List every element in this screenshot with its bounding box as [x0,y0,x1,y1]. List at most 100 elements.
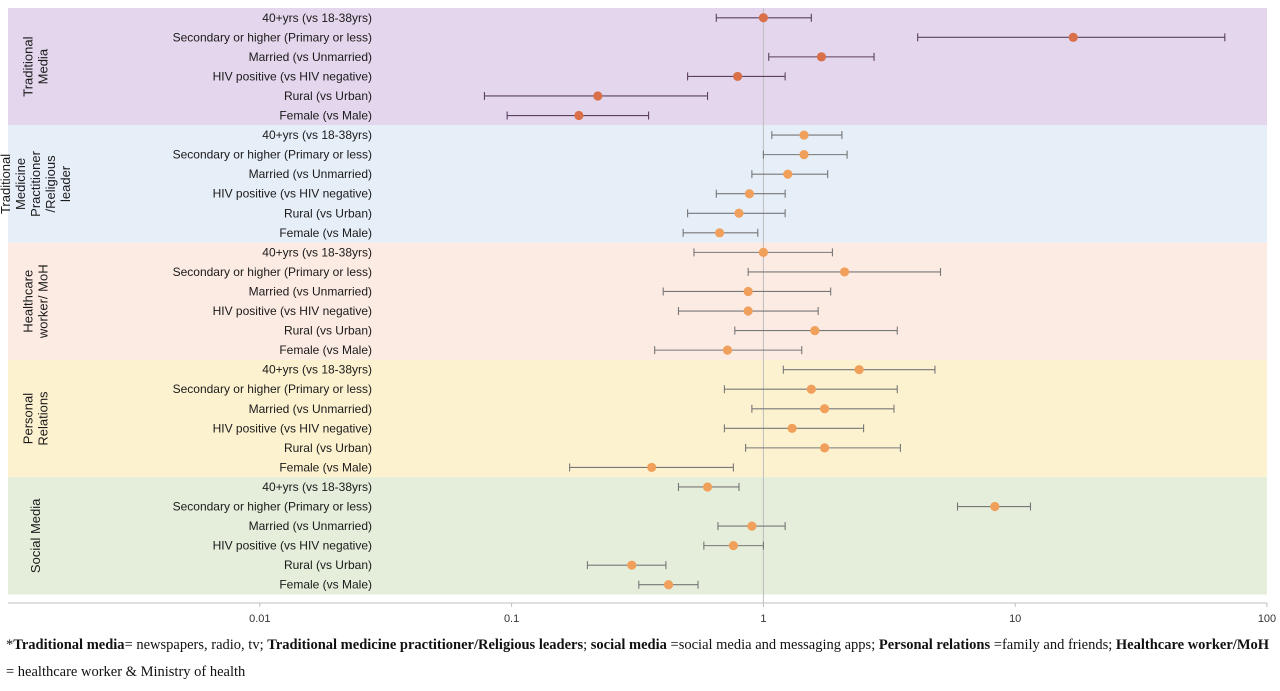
group-label: TraditionalMedicinePractitioner/Religiou… [0,150,73,216]
group-label-line: Practitioner [28,150,43,216]
row-label: Married (vs Unmarried) [249,284,372,298]
odds-ratio-point [816,52,827,62]
row-label: HIV positive (vs HIV negative) [213,539,372,553]
odds-ratio-point [728,541,738,551]
x-axis: 0.01 0.1 1 10 100 [8,602,1276,625]
row-label: HIV positive (vs HIV negative) [213,304,372,318]
odds-ratio-point [854,365,864,375]
odds-ratio-point [663,580,674,590]
group-label-line: Relations [36,391,51,446]
x-tick-label: 1 [760,613,766,625]
group-label-line: Traditional [0,154,13,214]
group-label-line: Medicine [13,158,28,210]
footnote-term: Traditional medicine practitioner/Religi… [267,637,584,653]
group-label: Healthcareworker/ MoH [21,264,51,339]
group-label-line: Personal [21,393,36,444]
odds-ratio-point [747,521,757,531]
row-label: Married (vs Unmarried) [249,519,372,533]
odds-ratio-point [990,501,1000,512]
footnote-term: Traditional media [13,637,125,653]
row-label: Female (vs Male) [279,226,372,240]
row-label: Secondary or higher (Primary or less) [173,500,372,514]
x-tick-label: 100 [1258,613,1276,625]
group-label-line: Traditional [21,36,36,96]
group-band [8,242,1267,360]
odds-ratio-point [734,208,744,218]
row-label: 40+yrs (vs 18-38yrs) [262,128,372,142]
row-label: 40+yrs (vs 18-38yrs) [262,245,372,259]
group-bands: TraditionalMediaTraditionalMedicinePract… [0,8,1267,595]
group-label-line: leader [58,165,73,202]
odds-ratio-point [799,150,809,160]
footnote-text: = newspapers, radio, tv; [124,637,268,653]
footnote: *Traditional media= newspapers, radio, t… [6,632,1274,686]
row-label: Married (vs Unmarried) [249,50,372,64]
row-label: Secondary or higher (Primary or less) [173,265,372,279]
row-label: HIV positive (vs HIV negative) [213,187,372,201]
odds-ratio-marks: 40+yrs (vs 18-38yrs) Secondary or higher … [173,11,1226,592]
row-label: Female (vs Male) [279,460,372,474]
row-label: Rural (vs Urban) [284,89,372,103]
forest-plot: TraditionalMediaTraditionalMedicinePract… [0,8,1276,625]
row-label: Secondary or higher (Primary or less) [173,382,372,396]
odds-ratio-point [783,169,793,179]
group-label-line: Media [36,48,51,84]
odds-ratio-point [839,267,850,277]
footnote-text: * [6,637,14,653]
x-tick-label: 0.01 [249,613,270,625]
group-band [8,125,1267,243]
row-label: Rural (vs Urban) [284,558,372,572]
group-label-line: /Religious [43,155,58,213]
odds-ratio-point [627,560,637,570]
odds-ratio-point [806,384,816,394]
odds-ratio-point [758,247,769,257]
x-tick-label: 10 [1009,613,1021,625]
odds-ratio-point [819,443,830,453]
odds-ratio-point [715,228,725,238]
odds-ratio-point [1068,32,1078,42]
odds-ratio-point [744,189,755,199]
odds-ratio-point [799,130,809,140]
group-band [8,359,1267,478]
row-label: Secondary or higher (Primary or less) [173,148,372,162]
row-label: Female (vs Male) [279,343,372,357]
odds-ratio-point [574,110,584,121]
row-label: 40+yrs (vs 18-38yrs) [262,480,372,494]
group-label-line: worker/ MoH [36,264,51,339]
x-tick-label: 0.1 [504,613,519,625]
row-label: Married (vs Unmarried) [249,167,372,181]
row-label: 40+yrs (vs 18-38yrs) [262,11,372,25]
odds-ratio-point [743,286,753,297]
footnote-term: Personal relations [878,637,991,653]
group-label: PersonalRelations [21,391,51,446]
row-label: HIV positive (vs HIV negative) [213,69,372,83]
group-label: Social Media [28,498,43,573]
row-label: Rural (vs Urban) [284,441,372,455]
odds-ratio-point [733,71,743,82]
group-label-line: Healthcare [21,270,36,333]
row-label: Rural (vs Urban) [284,324,372,338]
odds-ratio-point [647,462,657,473]
group-label-line: Social Media [28,498,43,573]
odds-ratio-point [758,13,769,23]
row-label: 40+yrs (vs 18-38yrs) [262,363,372,377]
footnote-term: social media [590,637,667,653]
odds-ratio-point [743,306,753,316]
group-band [8,8,1267,126]
footnote-text: =family and friends; [990,637,1116,653]
odds-ratio-point [722,345,733,355]
footnote-text: = healthcare worker & Ministry of health [6,664,246,680]
group-band [8,477,1267,595]
row-label: Female (vs Male) [279,578,372,592]
row-label: Married (vs Unmarried) [249,402,372,416]
row-label: Secondary or higher (Primary or less) [173,30,372,44]
footnote-term: Healthcare worker/MoH [1115,637,1270,653]
row-label: Rural (vs Urban) [284,206,372,220]
odds-ratio-point [702,482,713,492]
row-label: Female (vs Male) [279,109,372,123]
group-label: TraditionalMedia [21,36,51,96]
row-label: HIV positive (vs HIV negative) [213,421,372,435]
footnote-text: =social media and messaging apps; [666,637,879,653]
odds-ratio-point [810,325,820,336]
odds-ratio-point [819,404,830,414]
